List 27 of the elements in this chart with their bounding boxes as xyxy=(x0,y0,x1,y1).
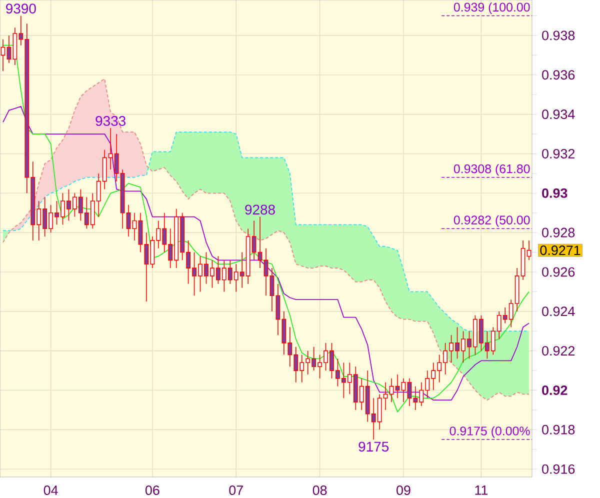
x-tick-label: 06 xyxy=(145,486,160,496)
ref-line-label: 0.9308 (61.80 xyxy=(454,164,530,176)
ref-line-label: 0.9175 (0.00% xyxy=(450,426,530,438)
x-tick-label: 07 xyxy=(229,486,243,496)
annotation: 9333 xyxy=(96,116,126,126)
text: 0.9271 xyxy=(540,246,580,256)
y-tick-label: 0.932 xyxy=(542,148,575,158)
y-tick-label: 0.934 xyxy=(542,110,575,120)
ref-line-label: 0.939 (100.00 xyxy=(454,2,530,14)
y-tick-label: 0.938 xyxy=(542,30,575,40)
annotation: 9390 xyxy=(6,4,36,14)
y-tick-label: 0.936 xyxy=(542,70,575,80)
y-tick-label: 0.918 xyxy=(542,424,575,434)
x-tick-label: 04 xyxy=(44,486,58,496)
y-tick-label: 0.916 xyxy=(542,464,575,474)
annotation: 9175 xyxy=(358,442,389,452)
y-tick-label: 0.92 xyxy=(542,385,568,396)
y-tick-label: 0.924 xyxy=(542,306,575,316)
y-tick-label: 0.926 xyxy=(542,267,575,277)
x-tick-label: 08 xyxy=(312,486,327,496)
x-tick-label: 09 xyxy=(396,486,410,496)
ref-line-label: 0.9282 (50.00 xyxy=(454,215,530,227)
y-tick-label: 0.928 xyxy=(542,228,575,238)
x-tick-label: 11 xyxy=(475,486,488,495)
y-tick-label: 0.93 xyxy=(542,188,568,198)
annotation: 9288 xyxy=(245,204,275,215)
y-tick-label: 0.922 xyxy=(542,346,575,356)
